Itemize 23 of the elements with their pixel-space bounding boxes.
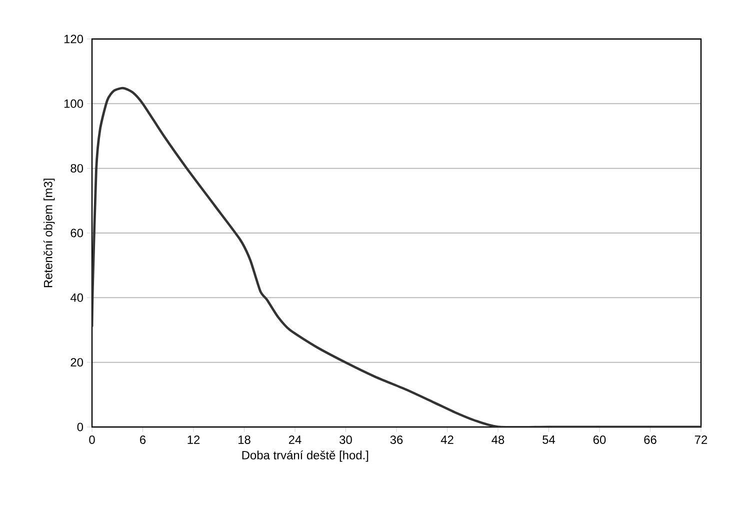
x-tick-label: 0	[89, 436, 95, 444]
x-tick-label: 48	[492, 436, 504, 444]
x-tick-label: 54	[542, 436, 556, 444]
x-axis-title: Doba trvání deště [hod.]	[242, 450, 368, 462]
x-tick-label: 6	[140, 436, 146, 444]
x-tick-label: 36	[390, 436, 403, 444]
y-tick-label: 60	[70, 228, 84, 238]
line-series	[92, 86, 702, 427]
x-tick-label: 24	[288, 436, 302, 444]
x-tick-label: 30	[340, 436, 352, 444]
y-axis-title: Retenční objem [m3]	[43, 178, 55, 288]
y-tick-label: 20	[70, 358, 84, 367]
x-tick-label: 18	[238, 436, 250, 444]
x-tick-label: 66	[644, 436, 656, 444]
x-tick-label: 42	[440, 436, 454, 444]
y-tick-label: 120	[64, 34, 84, 44]
x-tick-label: 60	[593, 436, 606, 444]
x-tick-label: 72	[694, 436, 708, 444]
y-tick-label: 0	[77, 422, 84, 432]
x-tick-label: 12	[188, 436, 200, 444]
y-tick-label: 40	[70, 293, 84, 302]
y-tick-label: 80	[70, 164, 84, 173]
y-tick-label: 100	[64, 99, 84, 108]
